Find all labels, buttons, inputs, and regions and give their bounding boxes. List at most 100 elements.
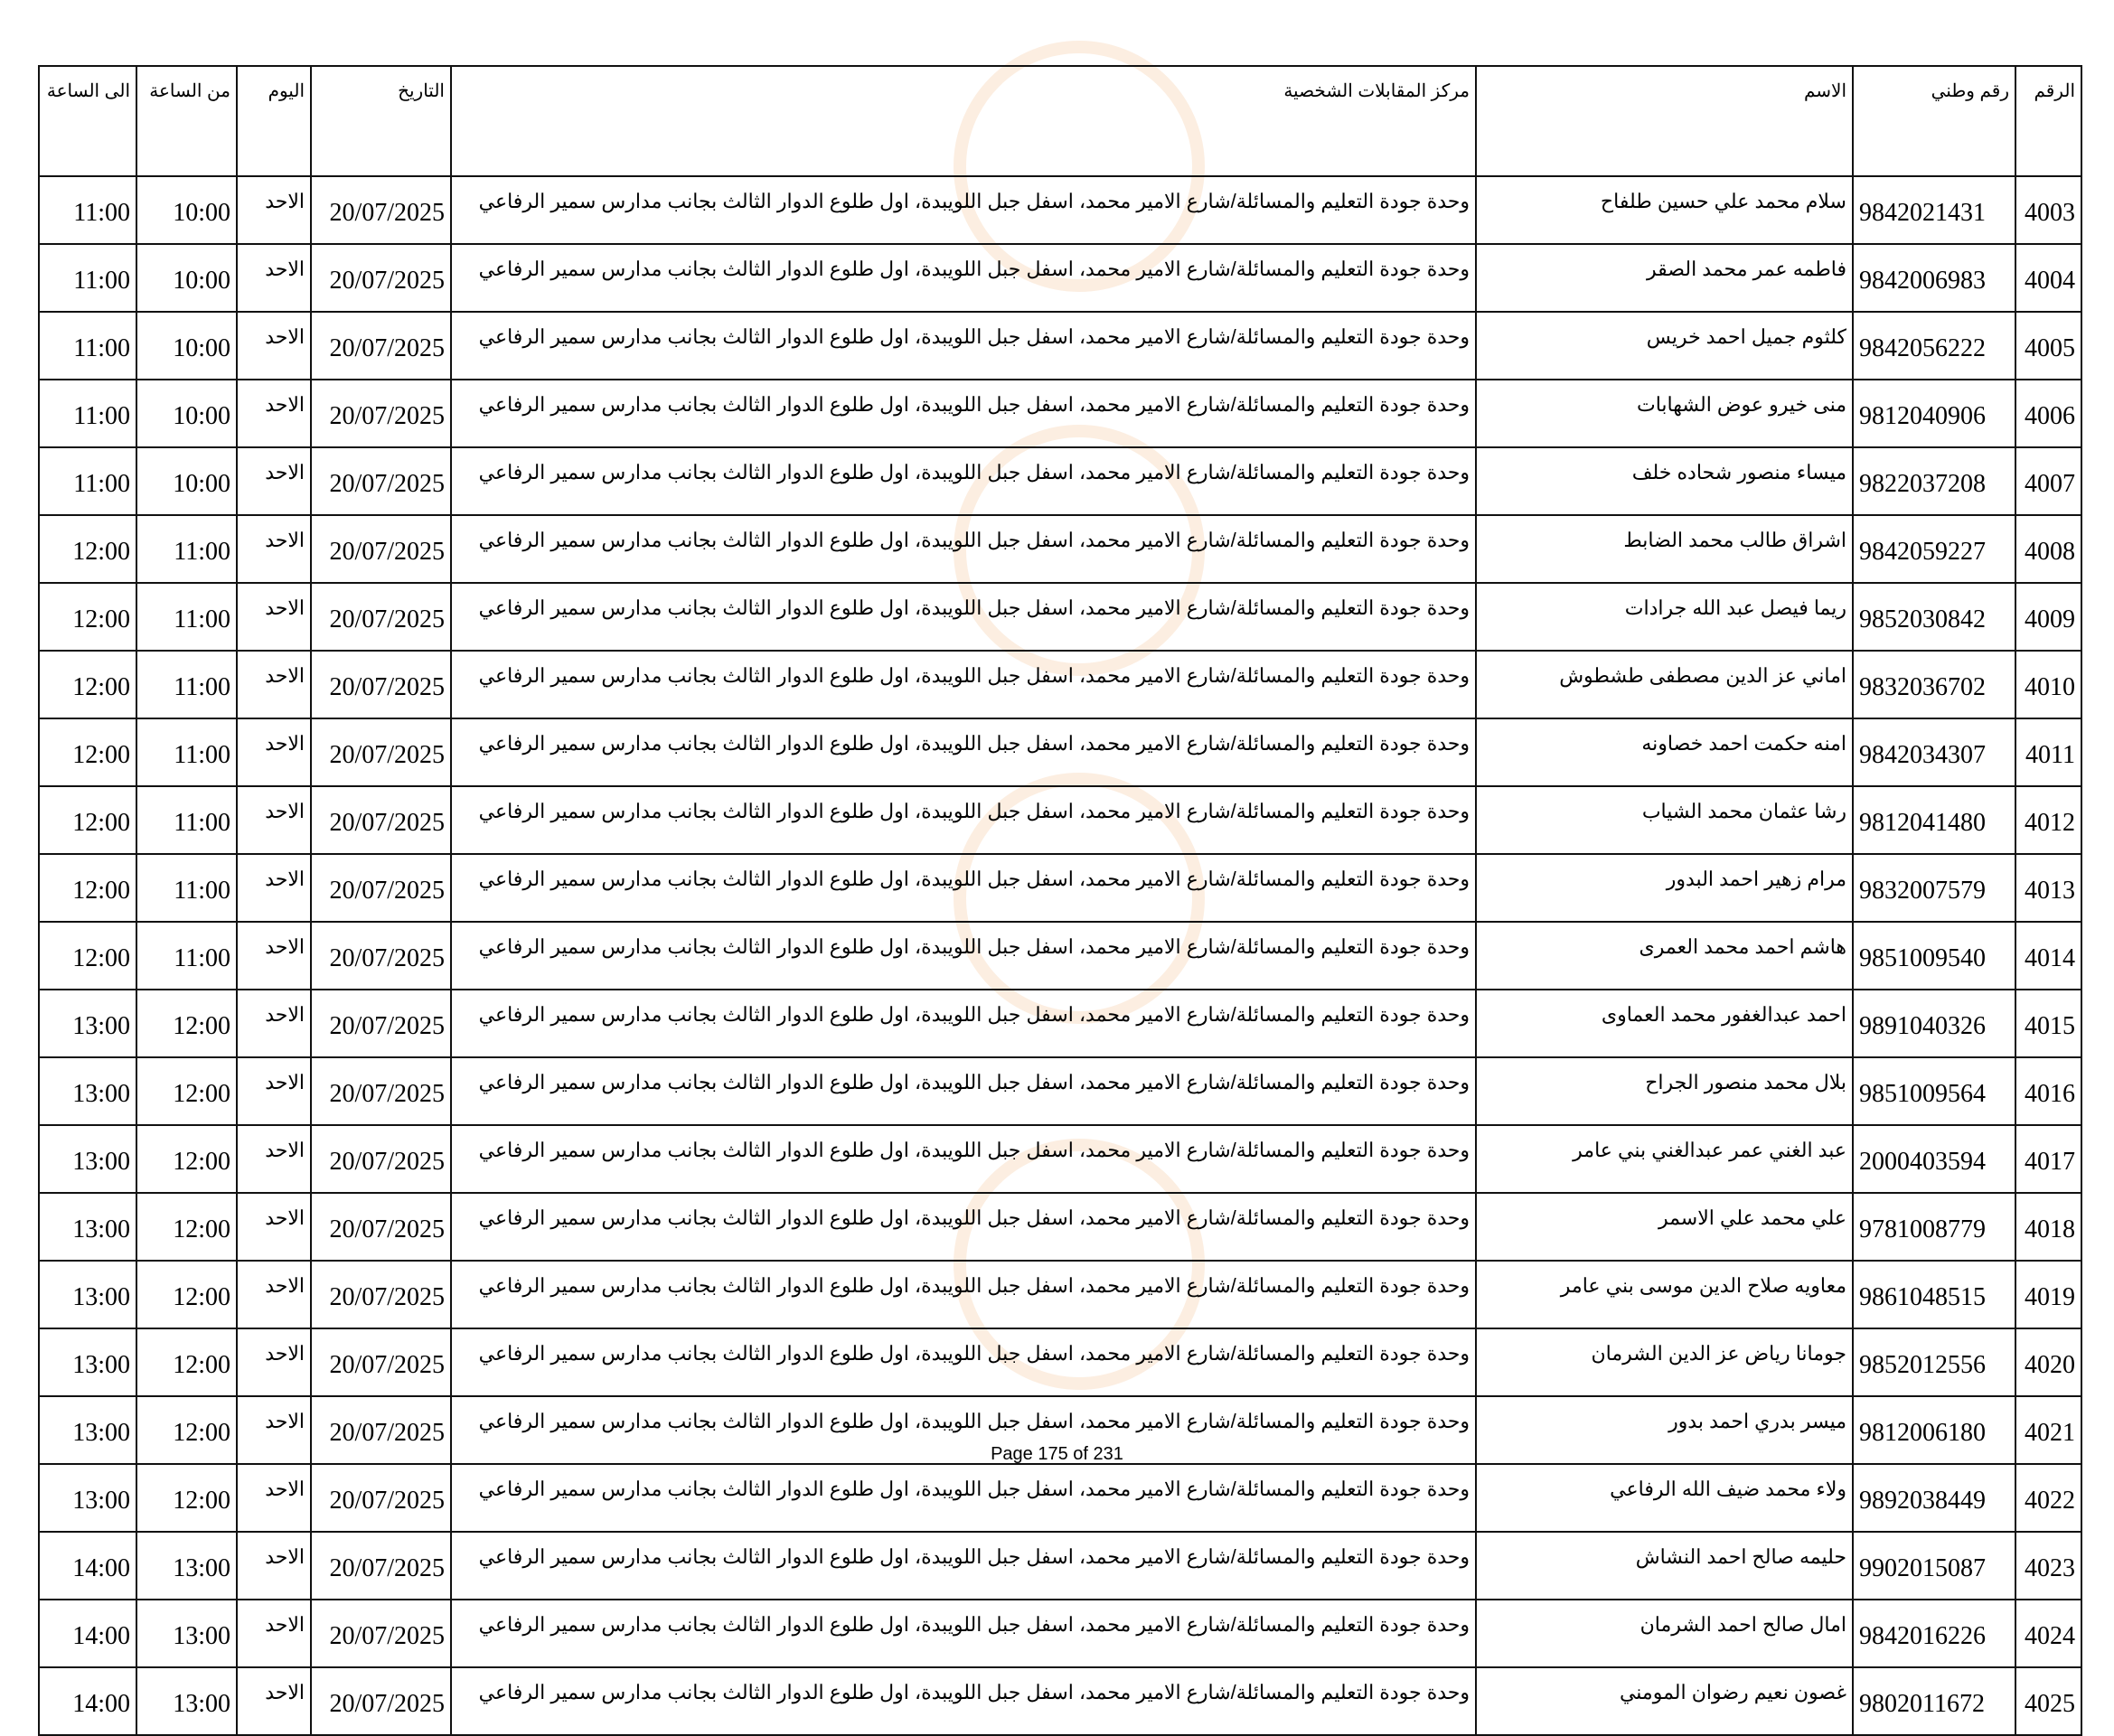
- interview-schedule-table: الرقم رقم وطني الاسم مركز المقابلات الشخصية…: [38, 65, 2082, 1736]
- cell-date: 20/07/2025: [310, 853, 452, 923]
- cell-name: ميسر بدري احمد بدور: [1475, 1395, 1854, 1465]
- cell-national-id: 9861048515: [1852, 1260, 2016, 1329]
- table-row: 4018 9781008779 علي محمد علي الاسمر وحدة جو…: [38, 1192, 2082, 1262]
- cell-national-id: 9812006180: [1852, 1395, 2016, 1465]
- cell-date: 20/07/2025: [310, 1531, 452, 1600]
- cell-date: 20/07/2025: [310, 989, 452, 1058]
- cell-interview-center: وحدة جودة التعليم والمسائلة/شارع الامير …: [450, 1666, 1477, 1736]
- column-header-name: الاسم: [1475, 65, 1854, 177]
- cell-from-time: 12:00: [136, 989, 238, 1058]
- cell-to-time: 12:00: [38, 582, 137, 652]
- table-row: 4020 9852012556 جومانا رياض عز الدين الشرم…: [38, 1328, 2082, 1397]
- column-header-day: اليوم: [236, 65, 312, 177]
- cell-to-time: 13:00: [38, 1260, 137, 1329]
- column-header-date: التاريخ: [310, 65, 452, 177]
- table-row: 4004 9842006983 فاطمه عمر محمد الصقر وحدة ج…: [38, 243, 2082, 313]
- cell-interview-center: وحدة جودة التعليم والمسائلة/شارع الامير …: [450, 853, 1477, 923]
- table-row: 4008 9842059227 اشراق طالب محمد الضابط وحدة…: [38, 514, 2082, 584]
- cell-date: 20/07/2025: [310, 785, 452, 855]
- cell-national-id: 9902015087: [1852, 1531, 2016, 1600]
- cell-name: اماني عز الدين مصطفى طشطوش: [1475, 650, 1854, 719]
- cell-day: الاحد: [236, 785, 312, 855]
- cell-national-id: 9842021431: [1852, 175, 2016, 245]
- table-row: 4022 9892038449 ولاء محمد ضيف الله الرفاعي…: [38, 1463, 2082, 1533]
- cell-national-id: 9852030842: [1852, 582, 2016, 652]
- table-row: 4010 9832036702 اماني عز الدين مصطفى طشطوش…: [38, 650, 2082, 719]
- cell-date: 20/07/2025: [310, 1056, 452, 1126]
- cell-name: عبد الغني عمر عبدالغني بني عامر: [1475, 1124, 1854, 1194]
- cell-interview-center: وحدة جودة التعليم والمسائلة/شارع الامير …: [450, 1260, 1477, 1329]
- cell-day: الاحد: [236, 175, 312, 245]
- cell-from-time: 10:00: [136, 243, 238, 313]
- cell-name: منى خيرو عوض الشهابات: [1475, 379, 1854, 448]
- cell-interview-center: وحدة جودة التعليم والمسائلة/شارع الامير …: [450, 175, 1477, 245]
- cell-day: الاحد: [236, 1395, 312, 1465]
- cell-from-time: 11:00: [136, 514, 238, 584]
- cell-name: كلثوم جميل احمد خريس: [1475, 311, 1854, 380]
- cell-national-id: 9812040906: [1852, 379, 2016, 448]
- cell-interview-center: وحدة جودة التعليم والمسائلة/شارع الامير …: [450, 582, 1477, 652]
- cell-name: مرام زهير احمد البدور: [1475, 853, 1854, 923]
- cell-interview-center: وحدة جودة التعليم والمسائلة/شارع الامير …: [450, 446, 1477, 516]
- cell-day: الاحد: [236, 989, 312, 1058]
- cell-from-time: 12:00: [136, 1463, 238, 1533]
- cell-to-time: 13:00: [38, 1124, 137, 1194]
- cell-from-time: 11:00: [136, 718, 238, 787]
- table-row: 4019 9861048515 معاويه صلاح الدين موسى بني…: [38, 1260, 2082, 1329]
- page-number: Page 175 of 231: [991, 1444, 1123, 1464]
- cell-to-time: 14:00: [38, 1666, 137, 1736]
- cell-to-time: 14:00: [38, 1599, 137, 1668]
- column-header-from-time: من الساعة: [136, 65, 238, 177]
- table-row: 4012 9812041480 رشا عثمان محمد الشياب وحدة …: [38, 785, 2082, 855]
- cell-row-number: 4022: [2015, 1463, 2082, 1533]
- cell-from-time: 12:00: [136, 1260, 238, 1329]
- cell-name: حليمه صالح احمد النشاش: [1475, 1531, 1854, 1600]
- cell-name: امنه حكمت احمد خصاونه: [1475, 718, 1854, 787]
- cell-interview-center: وحدة جودة التعليم والمسائلة/شارع الامير …: [450, 1124, 1477, 1194]
- cell-day: الاحد: [236, 582, 312, 652]
- cell-row-number: 4008: [2015, 514, 2082, 584]
- table-row: 4023 9902015087 حليمه صالح احمد النشاش وحدة…: [38, 1531, 2082, 1600]
- cell-day: الاحد: [236, 921, 312, 990]
- cell-national-id: 9781008779: [1852, 1192, 2016, 1262]
- cell-national-id: 9892038449: [1852, 1463, 2016, 1533]
- cell-row-number: 4007: [2015, 446, 2082, 516]
- cell-name: امال صالح احمد الشرمان: [1475, 1599, 1854, 1668]
- table-row: 4006 9812040906 منى خيرو عوض الشهابات وحدة …: [38, 379, 2082, 448]
- cell-interview-center: وحدة جودة التعليم والمسائلة/شارع الامير …: [450, 718, 1477, 787]
- table-row: 4016 9851009564 بلال محمد منصور الجراح وحدة…: [38, 1056, 2082, 1126]
- cell-national-id: 9842059227: [1852, 514, 2016, 584]
- cell-name: احمد عبدالغفور محمد العماوى: [1475, 989, 1854, 1058]
- cell-national-id: 9822037208: [1852, 446, 2016, 516]
- cell-to-time: 11:00: [38, 243, 137, 313]
- cell-national-id: 2000403594: [1852, 1124, 2016, 1194]
- cell-row-number: 4021: [2015, 1395, 2082, 1465]
- cell-to-time: 13:00: [38, 1192, 137, 1262]
- cell-interview-center: وحدة جودة التعليم والمسائلة/شارع الامير …: [450, 1056, 1477, 1126]
- table-row: 4003 9842021431 سلام محمد علي حسين طلفاح وح…: [38, 175, 2082, 245]
- cell-row-number: 4025: [2015, 1666, 2082, 1736]
- cell-to-time: 12:00: [38, 921, 137, 990]
- cell-date: 20/07/2025: [310, 1124, 452, 1194]
- table-row: 4015 9891040326 احمد عبدالغفور محمد العماو…: [38, 989, 2082, 1058]
- cell-to-time: 13:00: [38, 1463, 137, 1533]
- cell-to-time: 11:00: [38, 175, 137, 245]
- cell-date: 20/07/2025: [310, 718, 452, 787]
- cell-date: 20/07/2025: [310, 311, 452, 380]
- column-header-row-number: الرقم: [2015, 65, 2082, 177]
- cell-day: الاحد: [236, 718, 312, 787]
- cell-to-time: 12:00: [38, 718, 137, 787]
- cell-date: 20/07/2025: [310, 921, 452, 990]
- cell-row-number: 4005: [2015, 311, 2082, 380]
- table-row: 4005 9842056222 كلثوم جميل احمد خريس وحدة ج…: [38, 311, 2082, 380]
- cell-date: 20/07/2025: [310, 1192, 452, 1262]
- cell-from-time: 12:00: [136, 1395, 238, 1465]
- cell-interview-center: وحدة جودة التعليم والمسائلة/شارع الامير …: [450, 311, 1477, 380]
- cell-from-time: 10:00: [136, 379, 238, 448]
- cell-to-time: 11:00: [38, 446, 137, 516]
- cell-date: 20/07/2025: [310, 1666, 452, 1736]
- cell-interview-center: وحدة جودة التعليم والمسائلة/شارع الامير …: [450, 379, 1477, 448]
- cell-date: 20/07/2025: [310, 514, 452, 584]
- cell-row-number: 4015: [2015, 989, 2082, 1058]
- table-header-row: الرقم رقم وطني الاسم مركز المقابلات الشخصية…: [38, 65, 2082, 177]
